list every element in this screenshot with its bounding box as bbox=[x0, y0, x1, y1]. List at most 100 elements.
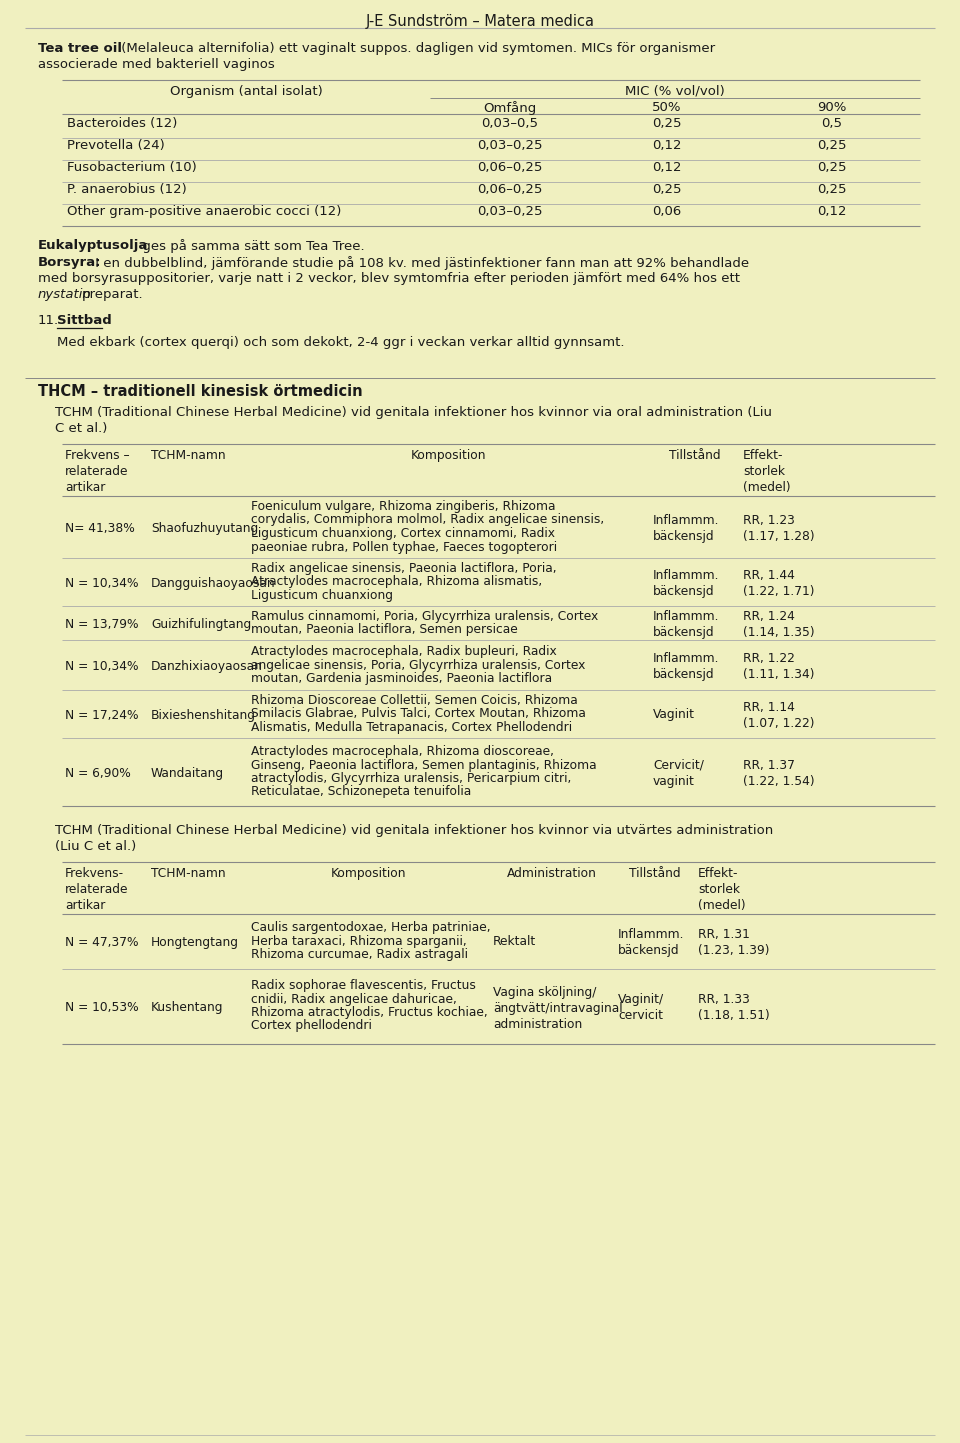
Text: Komposition: Komposition bbox=[331, 867, 407, 880]
Text: Tillstånd: Tillstånd bbox=[629, 867, 681, 880]
Text: I en dubbelblind, jämförande studie på 108 kv. med jästinfektioner fann man att : I en dubbelblind, jämförande studie på 1… bbox=[91, 255, 749, 270]
Text: Ginseng, Paeonia lactiflora, Semen plantaginis, Rhizoma: Ginseng, Paeonia lactiflora, Semen plant… bbox=[251, 759, 596, 772]
Text: RR, 1.44
(1.22, 1.71): RR, 1.44 (1.22, 1.71) bbox=[743, 569, 814, 597]
Text: N = 10,34%: N = 10,34% bbox=[65, 577, 138, 590]
Text: Prevotella (24): Prevotella (24) bbox=[67, 139, 165, 152]
Text: associerade med bakteriell vaginos: associerade med bakteriell vaginos bbox=[38, 58, 275, 71]
Text: Frekvens –
relaterade
artikar: Frekvens – relaterade artikar bbox=[65, 449, 130, 494]
Text: 0,06–0,25: 0,06–0,25 bbox=[477, 162, 542, 175]
Text: Reticulatae, Schizonepeta tenuifolia: Reticulatae, Schizonepeta tenuifolia bbox=[251, 785, 471, 798]
Text: Eukalyptusolja: Eukalyptusolja bbox=[38, 240, 149, 253]
Text: angelicae sinensis, Poria, Glycyrrhiza uralensis, Cortex: angelicae sinensis, Poria, Glycyrrhiza u… bbox=[251, 658, 586, 671]
Text: (Liu C et al.): (Liu C et al.) bbox=[55, 840, 136, 853]
Text: 0,12: 0,12 bbox=[652, 139, 682, 152]
Text: RR, 1.22
(1.11, 1.34): RR, 1.22 (1.11, 1.34) bbox=[743, 652, 814, 681]
Text: moutan, Paeonia lactiflora, Semen persicae: moutan, Paeonia lactiflora, Semen persic… bbox=[251, 623, 517, 636]
Text: 0,25: 0,25 bbox=[652, 117, 682, 130]
Text: Radix sophorae flavescentis, Fructus: Radix sophorae flavescentis, Fructus bbox=[251, 978, 476, 991]
Text: Foeniculum vulgare, Rhizoma zingiberis, Rhizoma: Foeniculum vulgare, Rhizoma zingiberis, … bbox=[251, 501, 556, 514]
Text: Danzhixiaoyaosan: Danzhixiaoyaosan bbox=[151, 659, 263, 672]
Text: Inflammm.
bäckensjd: Inflammm. bäckensjd bbox=[618, 928, 684, 957]
Text: 90%: 90% bbox=[817, 101, 847, 114]
Text: Herba taraxaci, Rhizoma sparganii,: Herba taraxaci, Rhizoma sparganii, bbox=[251, 935, 467, 948]
Text: med borsyrasuppositorier, varje natt i 2 veckor, blev symtomfria efter perioden : med borsyrasuppositorier, varje natt i 2… bbox=[38, 271, 740, 286]
Text: Cervicit/
vaginit: Cervicit/ vaginit bbox=[653, 759, 704, 788]
Text: Fusobacterium (10): Fusobacterium (10) bbox=[67, 162, 197, 175]
Text: P. anaerobius (12): P. anaerobius (12) bbox=[67, 183, 187, 196]
Text: Tillstånd: Tillstånd bbox=[669, 449, 721, 462]
Text: N = 17,24%: N = 17,24% bbox=[65, 709, 138, 722]
Text: 0,12: 0,12 bbox=[817, 205, 847, 218]
Text: TCHM (Traditional Chinese Herbal Medicine) vid genitala infektioner hos kvinnor : TCHM (Traditional Chinese Herbal Medicin… bbox=[55, 824, 773, 837]
Text: cnidii, Radix angelicae dahuricae,: cnidii, Radix angelicae dahuricae, bbox=[251, 993, 457, 1006]
Text: RR, 1.14
(1.07, 1.22): RR, 1.14 (1.07, 1.22) bbox=[743, 701, 814, 730]
Text: MIC (% vol/vol): MIC (% vol/vol) bbox=[625, 84, 725, 97]
Text: Inflammm.
bäckensjd: Inflammm. bäckensjd bbox=[653, 652, 719, 681]
Text: N = 6,90%: N = 6,90% bbox=[65, 768, 131, 781]
Text: Radix angelicae sinensis, Paeonia lactiflora, Poria,: Radix angelicae sinensis, Paeonia lactif… bbox=[251, 561, 557, 574]
Text: RR, 1.37
(1.22, 1.54): RR, 1.37 (1.22, 1.54) bbox=[743, 759, 815, 788]
Text: 0,12: 0,12 bbox=[652, 162, 682, 175]
Text: Kushentang: Kushentang bbox=[151, 1001, 224, 1014]
Text: Organism (antal isolat): Organism (antal isolat) bbox=[170, 85, 323, 98]
Text: Atractylodes macrocephala, Rhizoma alismatis,: Atractylodes macrocephala, Rhizoma alism… bbox=[251, 576, 542, 589]
Text: Vagina sköljning/
ängtvätt/intravaginal
administration: Vagina sköljning/ ängtvätt/intravaginal … bbox=[493, 986, 623, 1030]
Text: Med ekbark (cortex querqi) och som dekokt, 2-4 ggr i veckan verkar alltid gynnsa: Med ekbark (cortex querqi) och som dekok… bbox=[57, 336, 625, 349]
Text: THCM – traditionell kinesisk örtmedicin: THCM – traditionell kinesisk örtmedicin bbox=[38, 384, 363, 400]
Text: preparat.: preparat. bbox=[82, 289, 144, 302]
Text: Guizhifulingtang: Guizhifulingtang bbox=[151, 618, 252, 631]
Text: TCHM-namn: TCHM-namn bbox=[151, 449, 226, 462]
Text: N = 10,34%: N = 10,34% bbox=[65, 659, 138, 672]
Text: RR, 1.31
(1.23, 1.39): RR, 1.31 (1.23, 1.39) bbox=[698, 928, 770, 957]
Text: Effekt-
storlek
(medel): Effekt- storlek (medel) bbox=[743, 449, 791, 494]
Text: Administration: Administration bbox=[507, 867, 597, 880]
Text: Inflammm.
bäckensjd: Inflammm. bäckensjd bbox=[653, 569, 719, 597]
Text: Inflammm.
bäckensjd: Inflammm. bäckensjd bbox=[653, 610, 719, 639]
Text: paeoniae rubra, Pollen typhae, Faeces togopterori: paeoniae rubra, Pollen typhae, Faeces to… bbox=[251, 541, 557, 554]
Text: 0,03–0,25: 0,03–0,25 bbox=[477, 205, 542, 218]
Text: J-E Sundström – Matera medica: J-E Sundström – Matera medica bbox=[366, 14, 594, 29]
Text: Komposition: Komposition bbox=[411, 449, 487, 462]
Text: Dangguishaoyaosan: Dangguishaoyaosan bbox=[151, 577, 276, 590]
Text: TCHM-namn: TCHM-namn bbox=[151, 867, 226, 880]
Text: Rhizoma curcumae, Radix astragali: Rhizoma curcumae, Radix astragali bbox=[251, 948, 468, 961]
Text: Alismatis, Medulla Tetrapanacis, Cortex Phellodendri: Alismatis, Medulla Tetrapanacis, Cortex … bbox=[251, 722, 572, 734]
Text: Rhizoma Dioscoreae Collettii, Semen Coicis, Rhizoma: Rhizoma Dioscoreae Collettii, Semen Coic… bbox=[251, 694, 578, 707]
Text: N = 13,79%: N = 13,79% bbox=[65, 618, 138, 631]
Text: Vaginit/
cervicit: Vaginit/ cervicit bbox=[618, 993, 664, 1022]
Text: 11.: 11. bbox=[38, 315, 60, 328]
Text: (Melaleuca alternifolia) ett vaginalt suppos. dagligen vid symtomen. MICs för or: (Melaleuca alternifolia) ett vaginalt su… bbox=[117, 42, 715, 55]
Text: 50%: 50% bbox=[652, 101, 682, 114]
Text: Rhizoma atractylodis, Fructus kochiae,: Rhizoma atractylodis, Fructus kochiae, bbox=[251, 1006, 488, 1019]
Text: 0,25: 0,25 bbox=[817, 183, 847, 196]
Text: Tea tree oil: Tea tree oil bbox=[38, 42, 122, 55]
Text: Vaginit: Vaginit bbox=[653, 709, 695, 722]
Text: nystatin: nystatin bbox=[38, 289, 92, 302]
Text: N = 10,53%: N = 10,53% bbox=[65, 1001, 138, 1014]
Text: Caulis sargentodoxae, Herba patriniae,: Caulis sargentodoxae, Herba patriniae, bbox=[251, 921, 491, 934]
Text: RR, 1.33
(1.18, 1.51): RR, 1.33 (1.18, 1.51) bbox=[698, 993, 770, 1022]
Text: 0,5: 0,5 bbox=[822, 117, 843, 130]
Text: C et al.): C et al.) bbox=[55, 421, 108, 434]
Text: Cortex phellodendri: Cortex phellodendri bbox=[251, 1020, 372, 1033]
Text: Bacteroides (12): Bacteroides (12) bbox=[67, 117, 178, 130]
Text: 0,25: 0,25 bbox=[817, 162, 847, 175]
Text: , ges på samma sätt som Tea Tree.: , ges på samma sätt som Tea Tree. bbox=[134, 240, 365, 253]
Text: TCHM (Traditional Chinese Herbal Medicine) vid genitala infektioner hos kvinnor : TCHM (Traditional Chinese Herbal Medicin… bbox=[55, 405, 772, 418]
Text: N= 41,38%: N= 41,38% bbox=[65, 522, 134, 535]
Text: Wandaitang: Wandaitang bbox=[151, 768, 224, 781]
Text: 0,06: 0,06 bbox=[653, 205, 682, 218]
Text: 0,03–0,5: 0,03–0,5 bbox=[482, 117, 539, 130]
Text: RR, 1.24
(1.14, 1.35): RR, 1.24 (1.14, 1.35) bbox=[743, 610, 815, 639]
Text: Omfång: Omfång bbox=[484, 101, 537, 115]
Text: 0,25: 0,25 bbox=[652, 183, 682, 196]
Text: Frekvens-
relaterade
artikar: Frekvens- relaterade artikar bbox=[65, 867, 129, 912]
Text: moutan, Gardenia jasminoides, Paeonia lactiflora: moutan, Gardenia jasminoides, Paeonia la… bbox=[251, 672, 552, 685]
Text: Ligusticum chuanxiong, Cortex cinnamomi, Radix: Ligusticum chuanxiong, Cortex cinnamomi,… bbox=[251, 527, 555, 540]
Text: Hongtengtang: Hongtengtang bbox=[151, 937, 239, 949]
Text: N = 47,37%: N = 47,37% bbox=[65, 937, 138, 949]
Text: Atractylodes macrocephala, Rhizoma dioscoreae,: Atractylodes macrocephala, Rhizoma diosc… bbox=[251, 745, 554, 758]
Text: RR, 1.23
(1.17, 1.28): RR, 1.23 (1.17, 1.28) bbox=[743, 514, 815, 543]
Text: 0,25: 0,25 bbox=[817, 139, 847, 152]
Text: Ramulus cinnamomi, Poria, Glycyrrhiza uralensis, Cortex: Ramulus cinnamomi, Poria, Glycyrrhiza ur… bbox=[251, 610, 598, 623]
